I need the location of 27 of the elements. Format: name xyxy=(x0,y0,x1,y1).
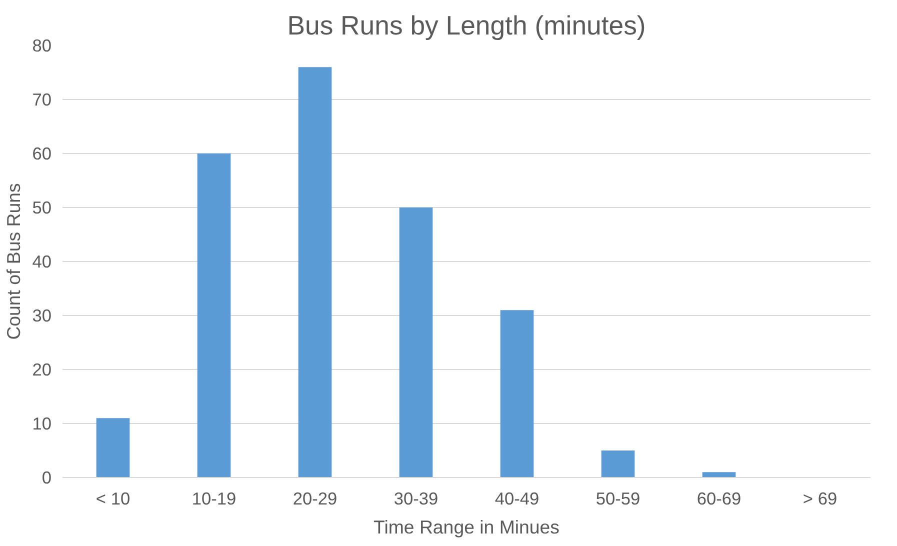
x-tick-label: 40-49 xyxy=(494,488,540,508)
x-tick-label: 50-59 xyxy=(596,488,640,508)
y-tick-label: 30 xyxy=(32,306,52,326)
x-tick-label: 20-29 xyxy=(292,488,338,508)
y-tick-label: 0 xyxy=(42,468,52,488)
bar xyxy=(702,472,736,478)
x-tick-label: 10-19 xyxy=(192,488,236,508)
chart-title: Bus Runs by Length (minutes) xyxy=(287,10,646,40)
bar xyxy=(601,450,635,478)
y-tick-label: 80 xyxy=(32,36,52,56)
x-tick-label: 60-69 xyxy=(696,488,742,508)
y-axis-title: Count of Bus Runs xyxy=(3,183,24,340)
y-tick-label: 70 xyxy=(32,90,52,110)
x-tick-label: < 10 xyxy=(96,488,130,508)
y-tick-label: 40 xyxy=(32,252,52,272)
x-tick-label: 30-39 xyxy=(394,488,438,508)
bar xyxy=(298,67,332,478)
x-axis-title: Time Range in Minues xyxy=(374,516,560,538)
bar xyxy=(197,154,231,478)
y-tick-label: 50 xyxy=(32,198,52,218)
bar xyxy=(399,208,433,478)
bar xyxy=(96,418,130,478)
x-tick-label: > 69 xyxy=(802,488,838,508)
y-tick-label: 10 xyxy=(32,414,52,434)
bar xyxy=(500,310,534,478)
y-tick-label: 20 xyxy=(32,360,52,380)
y-tick-label: 60 xyxy=(32,144,52,164)
